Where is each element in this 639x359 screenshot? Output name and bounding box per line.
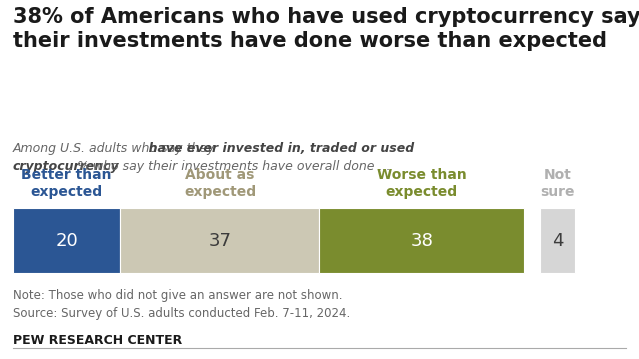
Text: cryptocurrency: cryptocurrency bbox=[13, 160, 119, 173]
Bar bbox=[540, 208, 575, 273]
Text: have ever invested in, traded or used: have ever invested in, traded or used bbox=[13, 142, 414, 155]
Text: 37: 37 bbox=[208, 232, 231, 250]
Bar bbox=[13, 208, 120, 273]
Text: About as
expected: About as expected bbox=[184, 168, 256, 199]
Text: Note: Those who did not give an answer are not shown.
Source: Survey of U.S. adu: Note: Those who did not give an answer a… bbox=[13, 289, 350, 320]
Text: Worse than
expected: Worse than expected bbox=[377, 168, 466, 199]
Text: 20: 20 bbox=[55, 232, 78, 250]
Bar bbox=[120, 208, 320, 273]
Bar bbox=[320, 208, 524, 273]
Text: PEW RESEARCH CENTER: PEW RESEARCH CENTER bbox=[13, 334, 182, 347]
Text: 4: 4 bbox=[552, 232, 563, 250]
Text: Better than
expected: Better than expected bbox=[21, 168, 112, 199]
Text: 38: 38 bbox=[410, 232, 433, 250]
Text: Among U.S. adults who say they: Among U.S. adults who say they bbox=[13, 142, 219, 155]
Text: 38% of Americans who have used cryptocurrency say
their investments have done wo: 38% of Americans who have used cryptocur… bbox=[13, 7, 639, 51]
Text: Not
sure: Not sure bbox=[541, 168, 574, 199]
Text: , % who say their investments have overall done ...: , % who say their investments have overa… bbox=[13, 160, 390, 173]
